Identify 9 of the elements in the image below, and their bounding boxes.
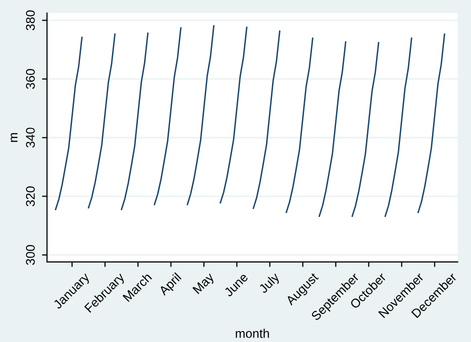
y-tick-label: 360 xyxy=(26,69,35,89)
y-tick-label: 300 xyxy=(26,244,35,265)
x-tick-label: July xyxy=(258,272,282,296)
y-tick-label: 340 xyxy=(26,128,35,148)
y-tick-label: 320 xyxy=(26,186,35,206)
x-tick-label: May xyxy=(192,272,216,296)
x-axis-title: month xyxy=(236,328,269,338)
y-tick-label: 380 xyxy=(26,10,35,30)
y-axis-title: m xyxy=(10,133,18,142)
